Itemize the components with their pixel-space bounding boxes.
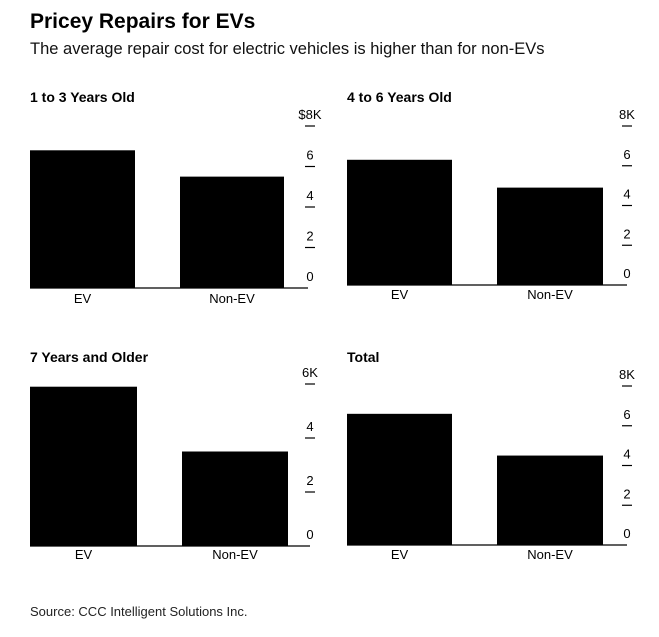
y-tick-label: 0 bbox=[306, 527, 313, 542]
panel-chart-1-3-years: 0 2 4 6 $8K EV Non-EV bbox=[30, 107, 322, 306]
y-tick-label: $8K bbox=[298, 107, 321, 122]
chart-title: Pricey Repairs for EVs bbox=[30, 10, 256, 33]
y-tick-label: 6 bbox=[306, 148, 313, 163]
y-tick-label: 4 bbox=[306, 419, 313, 434]
y-tick-label: 4 bbox=[306, 188, 313, 203]
panel-title-total: Total bbox=[347, 349, 380, 365]
y-tick-label: 4 bbox=[623, 447, 630, 462]
x-tick-label: EV bbox=[391, 547, 409, 562]
y-tick-label: 0 bbox=[623, 526, 630, 541]
panel-chart-4-6-years: 0 2 4 6 8K EV Non-EV bbox=[347, 107, 635, 302]
bar-non-ev bbox=[182, 451, 288, 546]
x-tick-label: Non-EV bbox=[212, 547, 258, 562]
bar-non-ev bbox=[497, 187, 603, 285]
y-tick-label: 8K bbox=[619, 367, 635, 382]
bar-ev bbox=[30, 150, 135, 288]
bar-ev bbox=[347, 159, 452, 285]
y-tick-label: 2 bbox=[306, 229, 313, 244]
x-tick-label: EV bbox=[75, 547, 93, 562]
y-tick-label: 2 bbox=[623, 486, 630, 501]
y-tick-label: 8K bbox=[619, 107, 635, 122]
y-tick-label: 6 bbox=[623, 407, 630, 422]
bar-ev bbox=[347, 413, 452, 545]
y-tick-label: 0 bbox=[306, 269, 313, 284]
panel-title-1-3-years: 1 to 3 Years Old bbox=[30, 89, 135, 105]
x-tick-label: EV bbox=[391, 287, 409, 302]
x-tick-label: Non-EV bbox=[209, 291, 255, 306]
panel-chart-7-years-older: 0 2 4 6K EV Non-EV bbox=[30, 365, 318, 562]
y-tick-label: 6K bbox=[302, 365, 318, 380]
x-tick-label: Non-EV bbox=[527, 287, 573, 302]
y-tick-label: 6 bbox=[623, 147, 630, 162]
bar-non-ev bbox=[180, 176, 284, 288]
y-tick-label: 2 bbox=[306, 473, 313, 488]
panel-title-7-years-older: 7 Years and Older bbox=[30, 349, 149, 365]
y-tick-label: 0 bbox=[623, 266, 630, 281]
x-tick-label: EV bbox=[74, 291, 92, 306]
panel-chart-total: 0 2 4 6 8K EV Non-EV bbox=[347, 367, 635, 562]
bar-ev bbox=[30, 386, 137, 546]
x-tick-label: Non-EV bbox=[527, 547, 573, 562]
y-tick-label: 2 bbox=[623, 226, 630, 241]
panel-title-4-6-years: 4 to 6 Years Old bbox=[347, 89, 452, 105]
chart-subtitle: The average repair cost for electric veh… bbox=[30, 40, 545, 58]
y-tick-label: 4 bbox=[623, 187, 630, 202]
source-note: Source: CCC Intelligent Solutions Inc. bbox=[30, 604, 248, 619]
bar-non-ev bbox=[497, 455, 603, 545]
